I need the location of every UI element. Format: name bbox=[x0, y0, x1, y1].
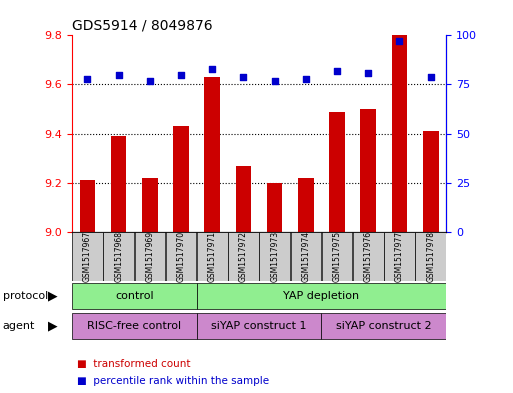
Text: GSM1517977: GSM1517977 bbox=[395, 231, 404, 282]
Point bbox=[83, 75, 91, 82]
Point bbox=[333, 68, 341, 74]
Bar bbox=[134, 232, 165, 281]
Bar bbox=[72, 313, 196, 338]
Text: ■  percentile rank within the sample: ■ percentile rank within the sample bbox=[77, 376, 269, 386]
Point bbox=[114, 72, 123, 78]
Bar bbox=[72, 283, 196, 309]
Bar bbox=[267, 183, 283, 232]
Text: ▶: ▶ bbox=[48, 319, 57, 332]
Bar bbox=[80, 180, 95, 232]
Point bbox=[146, 77, 154, 84]
Bar bbox=[173, 126, 189, 232]
Text: ▶: ▶ bbox=[48, 290, 57, 303]
Point bbox=[270, 77, 279, 84]
Bar bbox=[392, 35, 407, 232]
Text: GSM1517972: GSM1517972 bbox=[239, 231, 248, 282]
Text: agent: agent bbox=[3, 321, 35, 331]
Point bbox=[302, 75, 310, 82]
Bar bbox=[260, 232, 290, 281]
Bar bbox=[298, 178, 313, 232]
Bar bbox=[361, 109, 376, 232]
Point bbox=[208, 66, 216, 72]
Text: GSM1517971: GSM1517971 bbox=[208, 231, 217, 282]
Point bbox=[427, 73, 435, 80]
Text: GSM1517967: GSM1517967 bbox=[83, 231, 92, 282]
Text: ■  transformed count: ■ transformed count bbox=[77, 358, 190, 369]
Bar bbox=[197, 232, 228, 281]
Bar bbox=[103, 232, 134, 281]
Point bbox=[396, 38, 404, 44]
Point bbox=[364, 70, 372, 76]
Bar bbox=[322, 313, 446, 338]
Bar bbox=[353, 232, 384, 281]
Text: control: control bbox=[115, 291, 153, 301]
Text: YAP depletion: YAP depletion bbox=[283, 291, 360, 301]
Text: siYAP construct 2: siYAP construct 2 bbox=[336, 321, 432, 331]
Bar bbox=[196, 313, 322, 338]
Bar bbox=[235, 165, 251, 232]
Bar bbox=[72, 232, 103, 281]
Bar bbox=[322, 232, 352, 281]
Bar bbox=[196, 283, 446, 309]
Point bbox=[240, 73, 248, 80]
Bar bbox=[205, 77, 220, 232]
Text: GSM1517968: GSM1517968 bbox=[114, 231, 123, 282]
Text: GSM1517975: GSM1517975 bbox=[332, 231, 342, 282]
Text: GDS5914 / 8049876: GDS5914 / 8049876 bbox=[72, 19, 212, 33]
Text: GSM1517969: GSM1517969 bbox=[145, 231, 154, 282]
Bar bbox=[329, 112, 345, 232]
Text: siYAP construct 1: siYAP construct 1 bbox=[211, 321, 307, 331]
Text: GSM1517976: GSM1517976 bbox=[364, 231, 373, 282]
Bar bbox=[228, 232, 259, 281]
Bar bbox=[416, 232, 446, 281]
Text: GSM1517970: GSM1517970 bbox=[176, 231, 186, 282]
Bar bbox=[384, 232, 415, 281]
Text: GSM1517978: GSM1517978 bbox=[426, 231, 435, 282]
Text: protocol: protocol bbox=[3, 291, 48, 301]
Text: GSM1517973: GSM1517973 bbox=[270, 231, 279, 282]
Bar bbox=[142, 178, 157, 232]
Bar bbox=[166, 232, 196, 281]
Text: GSM1517974: GSM1517974 bbox=[301, 231, 310, 282]
Bar bbox=[111, 136, 126, 232]
Text: RISC-free control: RISC-free control bbox=[87, 321, 181, 331]
Bar bbox=[423, 131, 439, 232]
Point bbox=[177, 72, 185, 78]
Bar bbox=[290, 232, 321, 281]
